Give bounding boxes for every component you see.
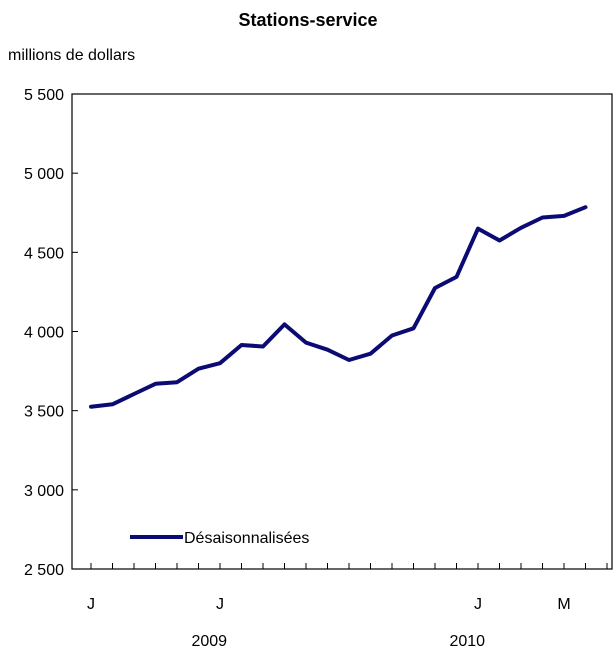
y-tick-label: 5 500	[24, 87, 64, 104]
chart-series	[89, 205, 588, 409]
y-tick-label: 5 000	[24, 166, 64, 183]
x-year-label: 2009	[191, 633, 227, 650]
y-tick-label: 4 500	[24, 245, 64, 262]
x-axis-ticks: JJJM200920102011	[87, 563, 608, 650]
chart-axes	[71, 93, 613, 570]
x-year-label: 2010	[449, 633, 485, 650]
y-axis-ticks: 2 500 3 000 3 500 4 000 4 500 5 000 5 500	[24, 87, 78, 579]
y-tick-label: 3 000	[24, 483, 64, 500]
series-line	[89, 205, 588, 409]
y-tick-label: 3 500	[24, 404, 64, 421]
chart-legend: Désaisonnalisées	[130, 530, 309, 547]
y-tick-label: 4 000	[24, 325, 64, 342]
chart-title: Stations-service	[238, 10, 378, 30]
legend-label: Désaisonnalisées	[184, 530, 309, 547]
x-month-label: J	[474, 596, 482, 613]
x-month-label: M	[557, 596, 570, 613]
x-month-label: J	[216, 596, 224, 613]
plot-area-frame	[71, 93, 613, 570]
x-month-label: J	[87, 596, 95, 613]
y-tick-label: 2 500	[24, 562, 64, 579]
y-axis-label: millions de dollars	[8, 47, 136, 64]
